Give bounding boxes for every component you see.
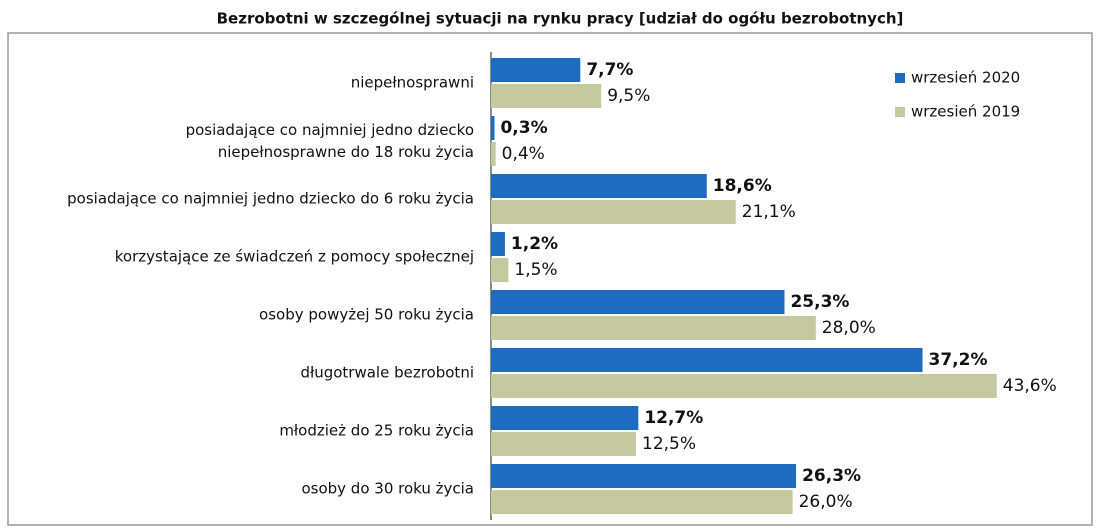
value-label: 0,4% — [502, 144, 545, 164]
bar — [491, 258, 509, 282]
bar — [491, 290, 785, 314]
category-label: posiadające co najmniej jedno dziecko nie… — [186, 121, 474, 161]
value-label: 25,3% — [790, 292, 849, 312]
bar — [491, 432, 636, 456]
value-label: 21,1% — [742, 202, 796, 222]
category-label: osoby do 30 roku życia — [301, 480, 474, 498]
bar — [491, 348, 923, 372]
value-label: 1,5% — [514, 260, 557, 280]
value-label: 1,2% — [511, 234, 558, 254]
bar — [491, 406, 639, 430]
category-label: osoby powyżej 50 roku życia — [259, 306, 474, 324]
category-label: długotrwale bezrobotni — [300, 364, 474, 382]
category-label: posiadające co najmniej jedno dziecko do… — [67, 190, 474, 208]
value-label: 9,5% — [607, 86, 650, 106]
legend-label: wrzesień 2019 — [911, 103, 1020, 121]
category-label: młodzież do 25 roku życia — [279, 422, 474, 440]
legend-label: wrzesień 2020 — [911, 69, 1020, 87]
value-label: 12,7% — [644, 408, 703, 428]
bar — [491, 200, 736, 224]
value-label: 7,7% — [586, 60, 633, 80]
category-label: niepełnosprawni — [351, 74, 474, 92]
category-label-line: niepełnosprawne do 18 roku życia — [218, 143, 474, 161]
value-label: 0,3% — [500, 118, 547, 138]
value-label: 37,2% — [929, 350, 988, 370]
chart-title: Bezrobotni w szczególnej sytuacji na ryn… — [217, 10, 904, 28]
bar — [491, 116, 495, 140]
bar — [491, 490, 793, 514]
category-label: korzystające ze świadczeń z pomocy społe… — [115, 248, 474, 266]
bar — [491, 316, 816, 340]
bar — [491, 232, 505, 256]
bar — [491, 84, 602, 108]
category-label-line: posiadające co najmniej jedno dziecko — [186, 121, 474, 139]
value-label: 26,3% — [802, 466, 861, 486]
value-label: 28,0% — [822, 318, 876, 338]
legend-swatch — [895, 73, 905, 83]
frame — [7, 32, 1093, 526]
bar — [491, 464, 797, 488]
value-label: 12,5% — [642, 434, 696, 454]
bar — [491, 374, 997, 398]
bar — [491, 142, 496, 166]
value-label: 18,6% — [713, 176, 772, 196]
value-label: 43,6% — [1003, 376, 1057, 396]
bar — [491, 58, 581, 82]
bar — [491, 174, 707, 198]
value-label: 26,0% — [799, 492, 853, 512]
legend-swatch — [895, 107, 905, 117]
